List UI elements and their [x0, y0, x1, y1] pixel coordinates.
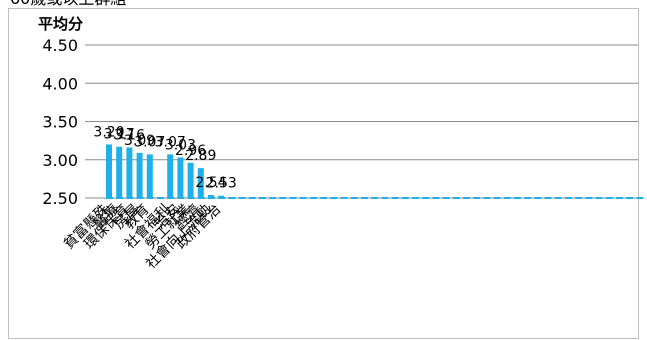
y-tick-label: 3.50	[42, 113, 78, 132]
data-label: 3.09	[124, 133, 155, 149]
bar	[136, 152, 143, 198]
data-label: 3.20	[93, 124, 124, 140]
bar	[167, 154, 174, 198]
bar	[126, 147, 133, 198]
data-label: 3.17	[104, 127, 135, 143]
bar	[116, 146, 123, 198]
data-label: 2.89	[185, 148, 216, 164]
bar	[197, 168, 204, 198]
data-label: 3.07	[134, 134, 165, 150]
chart-title: 60歲或以上群組	[10, 0, 126, 8]
data-label: 2.96	[175, 143, 206, 159]
data-label: 2.54	[195, 175, 226, 191]
bar	[146, 154, 153, 198]
y-axis-ticks: 2.50 3.00 3.50 4.00 4.50	[42, 36, 78, 208]
bar	[187, 162, 194, 198]
bar	[208, 194, 214, 198]
y-tick-label: 4.00	[42, 74, 78, 93]
y-axis-label: 平均分	[38, 15, 83, 33]
data-labels: 3.203.173.163.093.073.073.032.962.89 2.54…	[93, 124, 236, 191]
plot-frame	[8, 8, 639, 339]
data-label: 3.16	[114, 128, 145, 144]
bar	[218, 195, 225, 198]
data-label: 3.07	[155, 134, 186, 150]
data-label: 3.03	[165, 137, 196, 153]
y-tick-label: 2.50	[42, 189, 78, 208]
bars	[106, 144, 225, 198]
y-tick-label: 3.00	[42, 151, 78, 170]
data-label: 2.53	[206, 176, 237, 192]
bar	[106, 144, 112, 198]
y-tick-label: 4.50	[42, 36, 78, 55]
bar	[177, 157, 184, 198]
